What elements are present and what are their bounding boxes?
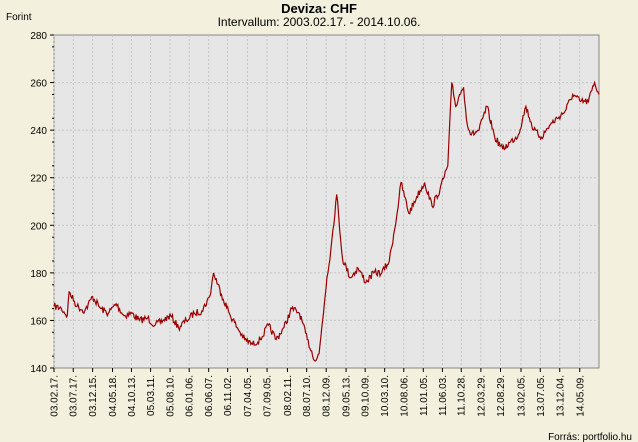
- y-axis: 140 160 180 200 220 240 260 280: [30, 31, 54, 375]
- x-tick-label: 11.06.03.: [438, 375, 449, 416]
- x-tick-label: 13.12.04.: [555, 375, 566, 417]
- x-tick-label: 09.10.09.: [361, 375, 372, 417]
- y-tick-label: 180: [30, 269, 47, 280]
- x-tick-label: 03.07.17.: [69, 375, 80, 417]
- y-axis-label: Forint: [6, 12, 32, 23]
- x-tick-label: 07.04.05.: [243, 375, 254, 417]
- source-note: Forrás: portfolio.hu: [548, 432, 632, 442]
- x-tick-label: 03.02.17.: [50, 375, 61, 417]
- y-tick-label: 280: [30, 31, 47, 42]
- x-tick-label: 14.05.09.: [575, 375, 586, 417]
- x-tick-label: 06.01.06.: [185, 375, 196, 417]
- y-tick-label: 220: [30, 174, 47, 185]
- y-tick-label: 240: [30, 126, 47, 137]
- x-tick-label: 09.05.13.: [342, 375, 353, 417]
- x-axis: 03.02.17. 03.07.17. 03.12.15. 04.05.18. 04.1…: [50, 368, 586, 417]
- x-tick-label: 10.03.10.: [380, 375, 391, 417]
- x-tick-label: 13.02.05.: [517, 375, 528, 417]
- x-tick-label: 08.12.09.: [322, 375, 333, 417]
- grid-lines: [53, 35, 599, 368]
- x-tick-label: 11.10.28.: [457, 375, 468, 416]
- x-tick-label: 11.01.05.: [419, 375, 430, 416]
- x-tick-label: 08.02.11.: [283, 375, 294, 416]
- y-tick-label: 140: [30, 364, 47, 375]
- y-tick-label: 200: [30, 221, 47, 232]
- x-tick-label: 10.08.06.: [399, 375, 410, 417]
- x-tick-label: 13.07.05.: [536, 375, 547, 417]
- chart-subtitle: Intervallum: 2003.02.17. - 2014.10.06.: [218, 15, 421, 29]
- x-tick-label: 08.07.10.: [302, 375, 313, 417]
- x-tick-label: 06.11.02.: [223, 375, 234, 416]
- series-line: [53, 80, 600, 362]
- x-tick-label: 04.05.18.: [108, 375, 119, 417]
- x-tick-label: 05.03.11.: [146, 375, 157, 416]
- y-tick-label: 160: [30, 316, 47, 327]
- x-tick-label: 12.03.29.: [476, 375, 487, 417]
- x-tick-label: 05.08.10.: [166, 375, 177, 417]
- x-tick-label: 04.10.13.: [127, 375, 138, 417]
- chart-title: Deviza: CHF: [281, 1, 357, 16]
- y-tick-label: 260: [30, 79, 47, 90]
- x-tick-label: 06.06.07.: [204, 375, 215, 417]
- x-tick-label: 07.09.05.: [263, 375, 274, 417]
- x-tick-label: 03.12.15.: [88, 375, 99, 417]
- x-tick-label: 12.08.29.: [496, 375, 507, 417]
